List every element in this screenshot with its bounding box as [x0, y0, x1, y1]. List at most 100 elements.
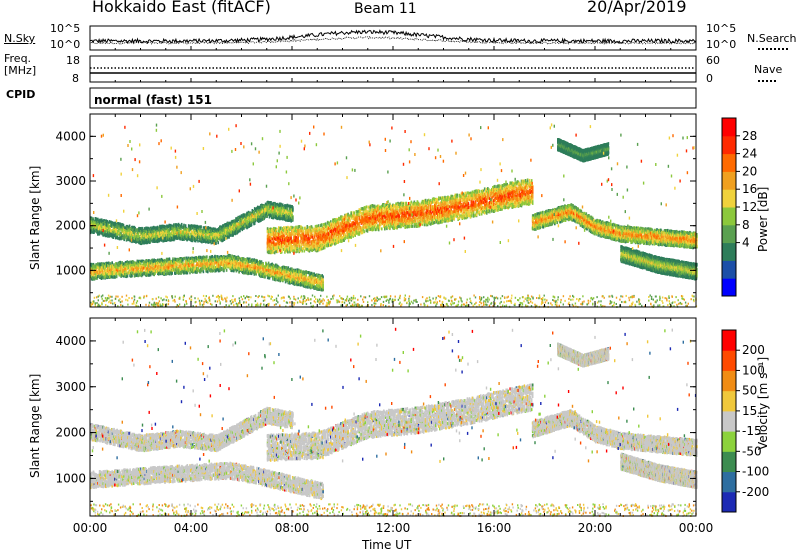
power-ground-cell [598, 300, 599, 302]
power-ground-cell [490, 295, 491, 297]
power-ground-cell [573, 305, 574, 307]
power-ground-cell [511, 302, 512, 304]
power-ground-cell [242, 298, 243, 300]
power-ground-cell [379, 298, 380, 300]
power-ground-cell [530, 298, 531, 300]
power-ground-cell [550, 302, 551, 304]
power-ground-cell [220, 301, 221, 303]
power-ground-cell [534, 304, 535, 306]
power-ground-cell [610, 302, 611, 304]
power-ground-cell [270, 298, 271, 300]
power-ground-cell [226, 300, 227, 302]
power-ground-cell [210, 303, 211, 305]
power-ground-cell [466, 304, 467, 306]
power-ground-cell [121, 296, 122, 298]
power-ground-cell [289, 301, 290, 303]
power-ground-cell [390, 298, 391, 300]
power-ground-cell [514, 303, 515, 305]
power-ground-cell [580, 303, 581, 305]
power-ground-cell [662, 302, 663, 304]
power-ground-cell [526, 299, 527, 301]
power-ground-cell [367, 301, 368, 303]
power-ground-cell [241, 296, 242, 298]
power-ground-cell [339, 301, 340, 303]
power-ground-cell [492, 295, 493, 297]
power-ground-cell [548, 302, 549, 304]
power-band-cell [207, 270, 209, 273]
power-ground-cell [523, 296, 524, 298]
power-ground-cell [583, 301, 584, 303]
power-ground-cell [283, 297, 284, 299]
nsky-trace [90, 30, 696, 43]
power-ground-cell [156, 298, 157, 300]
power-ground-cell [114, 302, 115, 304]
power-ground-cell [306, 299, 307, 301]
power-ground-cell [554, 296, 555, 298]
power-ground-cell [365, 296, 366, 298]
power-ground-cell [604, 297, 605, 299]
power-ground-cell [541, 298, 542, 300]
power-ground-cell [409, 295, 410, 297]
power-ground-cell [474, 303, 475, 305]
power-ground-cell [328, 302, 329, 304]
power-ground-cell [532, 298, 533, 300]
power-ground-cell [258, 296, 259, 298]
power-ground-cell [503, 301, 504, 303]
power-ground-cell [352, 304, 353, 306]
power-ground-cell [544, 295, 545, 297]
power-ground-cell [487, 301, 488, 303]
power-ground-cell [263, 296, 264, 298]
power-ground-cell [497, 297, 498, 299]
power-ground-cell [353, 297, 354, 299]
power-ground-cell [399, 303, 400, 305]
power-ground-cell [163, 299, 164, 301]
power-ground-cell [500, 297, 501, 299]
power-ground-cell [360, 295, 361, 297]
power-ground-cell [374, 300, 375, 302]
power-ground-cell [221, 295, 222, 297]
power-ground-cell [274, 304, 275, 306]
power-ground-cell [166, 299, 167, 301]
power-ground-cell [473, 305, 474, 307]
power-ground-cell [463, 303, 464, 305]
power-ground-cell [600, 300, 601, 302]
power-ground-cell [336, 299, 337, 301]
power-ground-cell [532, 302, 533, 304]
power-ground-cell [211, 304, 212, 306]
power-ground-cell [466, 302, 467, 304]
power-ground-cell [243, 295, 244, 297]
power-ground-cell [628, 297, 629, 299]
power-band-cell [128, 266, 130, 269]
power-ground-cell [575, 303, 576, 305]
power-ground-cell [299, 300, 300, 302]
power-ground-cell [185, 300, 186, 302]
power-band-cell [143, 267, 145, 270]
power-ground-cell [298, 297, 299, 299]
power-ground-cell [215, 300, 216, 302]
power-ground-cell [246, 301, 247, 303]
power-ground-cell [691, 298, 692, 300]
power-ground-cell [272, 300, 273, 302]
power-ground-cell [629, 299, 630, 301]
power-ground-cell [248, 304, 249, 306]
power-ground-cell [378, 298, 379, 300]
power-ground-cell [93, 300, 94, 302]
power-ground-cell [560, 299, 561, 301]
power-ground-cell [681, 295, 682, 297]
power-ground-cell [237, 304, 238, 306]
power-ground-cell [494, 297, 495, 299]
power-ground-cell [374, 297, 375, 299]
power-ground-cell [489, 305, 490, 307]
power-ground-cell [454, 302, 455, 304]
power-ground-cell [339, 295, 340, 297]
power-ground-cell [264, 296, 265, 298]
power-ground-cell [303, 295, 304, 297]
power-ground-cell [172, 300, 173, 302]
power-ground-cell [228, 305, 229, 307]
power-ground-cell [156, 302, 157, 304]
power-ground-cell [167, 296, 168, 298]
power-ground-cell [317, 299, 318, 301]
power-ground-cell [425, 300, 426, 302]
power-ground-cell [659, 299, 660, 301]
power-ground-cell [630, 296, 631, 298]
